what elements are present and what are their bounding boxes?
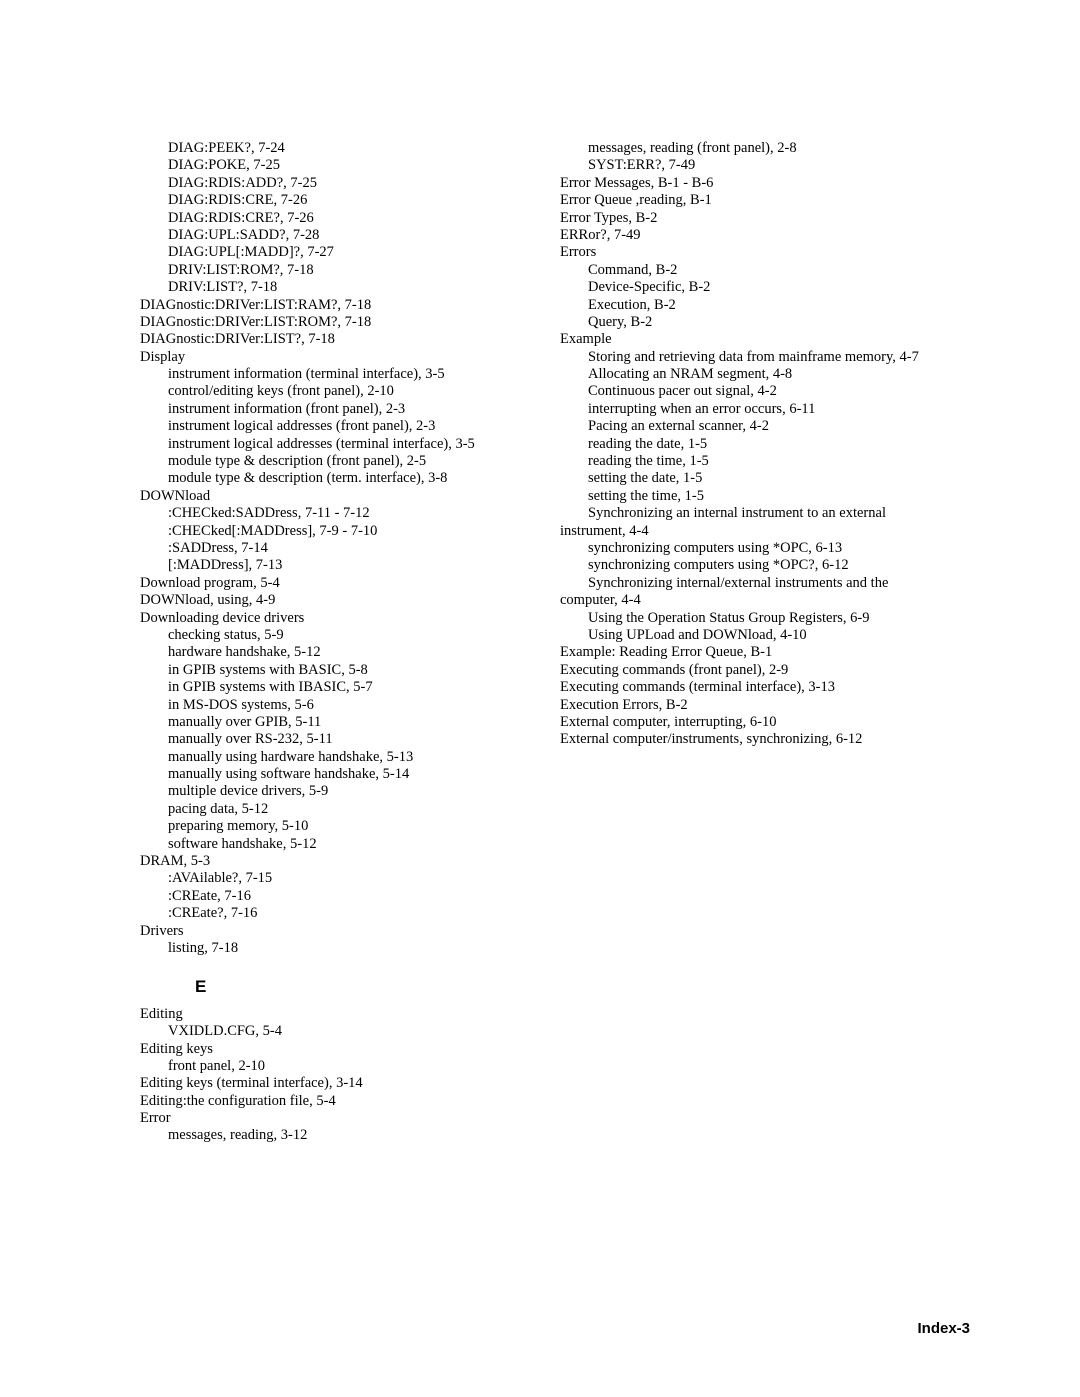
index-entry: DIAG:UPL[:MADD]?, 7-27 <box>168 244 530 261</box>
index-entry: Executing commands (front panel), 2-9 <box>560 662 990 679</box>
index-entry: :CREate, 7-16 <box>168 888 530 905</box>
index-entry: interrupting when an error occurs, 6-11 <box>588 401 990 418</box>
index-entry: Execution, B-2 <box>588 297 990 314</box>
index-entry: control/editing keys (front panel), 2-10 <box>168 383 530 400</box>
index-left-column: DIAG:PEEK?, 7-24DIAG:POKE, 7-25DIAG:RDIS… <box>140 140 530 1145</box>
index-entry: Using the Operation Status Group Registe… <box>588 610 990 627</box>
index-entry: instrument information (terminal interfa… <box>168 366 530 383</box>
index-entry: checking status, 5-9 <box>168 627 530 644</box>
index-entry: Error Types, B-2 <box>560 210 990 227</box>
index-entry: messages, reading (front panel), 2-8 <box>588 140 990 157</box>
index-entry: Pacing an external scanner, 4-2 <box>588 418 990 435</box>
index-entry: [:MADDress], 7-13 <box>168 557 530 574</box>
index-entry: Executing commands (terminal interface),… <box>560 679 990 696</box>
index-entry: preparing memory, 5-10 <box>168 818 530 835</box>
index-entry: messages, reading, 3-12 <box>168 1127 530 1144</box>
index-entry: Error Messages, B-1 - B-6 <box>560 175 990 192</box>
index-entry: instrument logical addresses (terminal i… <box>168 436 530 453</box>
index-entry: listing, 7-18 <box>168 940 530 957</box>
index-entry: reading the date, 1-5 <box>588 436 990 453</box>
index-entry: in GPIB systems with BASIC, 5-8 <box>168 662 530 679</box>
index-entry: ERRor?, 7-49 <box>560 227 990 244</box>
index-entry: :AVAilable?, 7-15 <box>168 870 530 887</box>
index-entry: setting the date, 1-5 <box>588 470 990 487</box>
index-page: DIAG:PEEK?, 7-24DIAG:POKE, 7-25DIAG:RDIS… <box>0 0 1080 1205</box>
index-entry: DOWNload, using, 4-9 <box>140 592 530 609</box>
index-entry: Continuous pacer out signal, 4-2 <box>588 383 990 400</box>
index-entry: instrument logical addresses (front pane… <box>168 418 530 435</box>
index-entry: manually over RS-232, 5-11 <box>168 731 530 748</box>
index-entry: Editing:the configuration file, 5-4 <box>140 1093 530 1110</box>
index-entry: :SADDress, 7-14 <box>168 540 530 557</box>
index-entry: :CREate?, 7-16 <box>168 905 530 922</box>
index-entry: DIAG:RDIS:CRE?, 7-26 <box>168 210 530 227</box>
index-entry: Command, B-2 <box>588 262 990 279</box>
index-entry: DIAGnostic:DRIVer:LIST:RAM?, 7-18 <box>140 297 530 314</box>
index-entry: DRAM, 5-3 <box>140 853 530 870</box>
index-entry: Error <box>140 1110 530 1127</box>
index-entry: :CHECked:SADDress, 7-11 - 7-12 <box>168 505 530 522</box>
index-entry: Downloading device drivers <box>140 610 530 627</box>
index-entry: Display <box>140 349 530 366</box>
index-entries-left: DIAG:PEEK?, 7-24DIAG:POKE, 7-25DIAG:RDIS… <box>140 140 530 957</box>
index-entry: DOWNload <box>140 488 530 505</box>
index-entry: :CHECked[:MADDress], 7-9 - 7-10 <box>168 523 530 540</box>
index-entry: multiple device drivers, 5-9 <box>168 783 530 800</box>
index-entry: manually using hardware handshake, 5-13 <box>168 749 530 766</box>
index-entry: setting the time, 1-5 <box>588 488 990 505</box>
index-entry: DIAG:RDIS:ADD?, 7-25 <box>168 175 530 192</box>
index-entry: DRIV:LIST?, 7-18 <box>168 279 530 296</box>
index-entry: SYST:ERR?, 7-49 <box>588 157 990 174</box>
index-entry: DIAG:RDIS:CRE, 7-26 <box>168 192 530 209</box>
index-entry: hardware handshake, 5-12 <box>168 644 530 661</box>
index-entry: Execution Errors, B-2 <box>560 697 990 714</box>
index-entry: Synchronizing an internal instrument to … <box>588 505 990 522</box>
index-entry: Device-Specific, B-2 <box>588 279 990 296</box>
index-entry: External computer, interrupting, 6-10 <box>560 714 990 731</box>
index-right-column: messages, reading (front panel), 2-8SYST… <box>560 140 990 1145</box>
index-entries-right: messages, reading (front panel), 2-8SYST… <box>560 140 990 749</box>
index-entry: Example: Reading Error Queue, B-1 <box>560 644 990 661</box>
index-entry: manually using software handshake, 5-14 <box>168 766 530 783</box>
index-entry: External computer/instruments, synchroni… <box>560 731 990 748</box>
index-entry: Drivers <box>140 923 530 940</box>
index-entry: Error Queue ,reading, B-1 <box>560 192 990 209</box>
index-entry: DIAG:UPL:SADD?, 7-28 <box>168 227 530 244</box>
index-entry: Example <box>560 331 990 348</box>
index-entry: front panel, 2-10 <box>168 1058 530 1075</box>
index-entry: in MS-DOS systems, 5-6 <box>168 697 530 714</box>
index-entry: Editing <box>140 1006 530 1023</box>
section-heading-e: E <box>195 977 530 997</box>
index-entry: DIAGnostic:DRIVer:LIST:ROM?, 7-18 <box>140 314 530 331</box>
index-entry: VXIDLD.CFG, 5-4 <box>168 1023 530 1040</box>
index-entry: instrument, 4-4 <box>560 523 990 540</box>
index-entry: reading the time, 1-5 <box>588 453 990 470</box>
index-entry: Allocating an NRAM segment, 4-8 <box>588 366 990 383</box>
index-entry: Download program, 5-4 <box>140 575 530 592</box>
index-entry: computer, 4-4 <box>560 592 990 609</box>
index-entry: Storing and retrieving data from mainfra… <box>588 349 990 366</box>
index-entry: Query, B-2 <box>588 314 990 331</box>
index-entries-left-after-e: EditingVXIDLD.CFG, 5-4Editing keysfront … <box>140 1006 530 1145</box>
index-entry: Editing keys <box>140 1041 530 1058</box>
index-entry: pacing data, 5-12 <box>168 801 530 818</box>
page-footer: Index-3 <box>917 1320 970 1337</box>
index-entry: Using UPLoad and DOWNload, 4-10 <box>588 627 990 644</box>
index-entry: DIAGnostic:DRIVer:LIST?, 7-18 <box>140 331 530 348</box>
index-entry: manually over GPIB, 5-11 <box>168 714 530 731</box>
index-entry: Editing keys (terminal interface), 3-14 <box>140 1075 530 1092</box>
index-entry: synchronizing computers using *OPC, 6-13 <box>588 540 990 557</box>
index-entry: Synchronizing internal/external instrume… <box>588 575 990 592</box>
index-entry: DRIV:LIST:ROM?, 7-18 <box>168 262 530 279</box>
index-entry: DIAG:POKE, 7-25 <box>168 157 530 174</box>
index-entry: in GPIB systems with IBASIC, 5-7 <box>168 679 530 696</box>
index-entry: module type & description (term. interfa… <box>168 470 530 487</box>
index-entry: synchronizing computers using *OPC?, 6-1… <box>588 557 990 574</box>
index-entry: software handshake, 5-12 <box>168 836 530 853</box>
index-entry: instrument information (front panel), 2-… <box>168 401 530 418</box>
index-entry: module type & description (front panel),… <box>168 453 530 470</box>
index-entry: Errors <box>560 244 990 261</box>
index-entry: DIAG:PEEK?, 7-24 <box>168 140 530 157</box>
